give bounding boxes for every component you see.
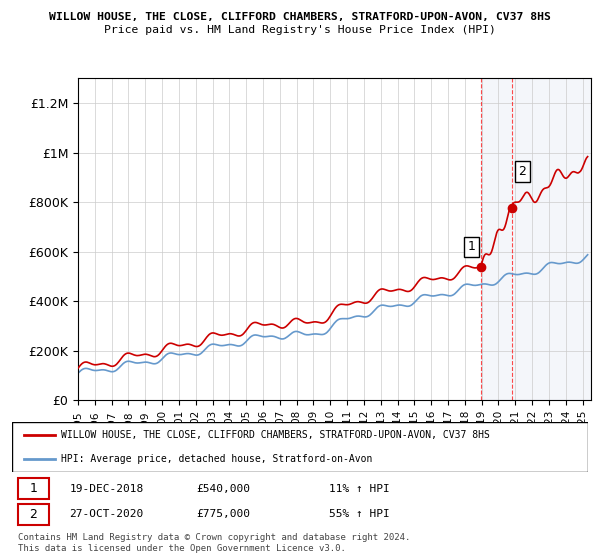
Text: 2: 2 [29, 508, 37, 521]
Text: 27-OCT-2020: 27-OCT-2020 [70, 510, 144, 519]
FancyBboxPatch shape [12, 422, 588, 472]
Text: £775,000: £775,000 [196, 510, 250, 519]
Text: WILLOW HOUSE, THE CLOSE, CLIFFORD CHAMBERS, STRATFORD-UPON-AVON, CV37 8HS: WILLOW HOUSE, THE CLOSE, CLIFFORD CHAMBE… [49, 12, 551, 22]
Bar [481, 78, 591, 400]
Text: 1: 1 [468, 240, 476, 253]
Text: 2: 2 [518, 165, 526, 178]
Text: WILLOW HOUSE, THE CLOSE, CLIFFORD CHAMBERS, STRATFORD-UPON-AVON, CV37 8HS: WILLOW HOUSE, THE CLOSE, CLIFFORD CHAMBE… [61, 430, 490, 440]
Text: 11% ↑ HPI: 11% ↑ HPI [329, 484, 389, 493]
Text: 1: 1 [29, 482, 37, 495]
Text: £540,000: £540,000 [196, 484, 250, 493]
Text: Contains HM Land Registry data © Crown copyright and database right 2024.
This d: Contains HM Land Registry data © Crown c… [18, 533, 410, 553]
Text: 19-DEC-2018: 19-DEC-2018 [70, 484, 144, 493]
Text: Price paid vs. HM Land Registry's House Price Index (HPI): Price paid vs. HM Land Registry's House … [104, 25, 496, 35]
Text: 55% ↑ HPI: 55% ↑ HPI [329, 510, 389, 519]
Text: HPI: Average price, detached house, Stratford-on-Avon: HPI: Average price, detached house, Stra… [61, 454, 373, 464]
FancyBboxPatch shape [18, 504, 49, 525]
FancyBboxPatch shape [18, 478, 49, 499]
